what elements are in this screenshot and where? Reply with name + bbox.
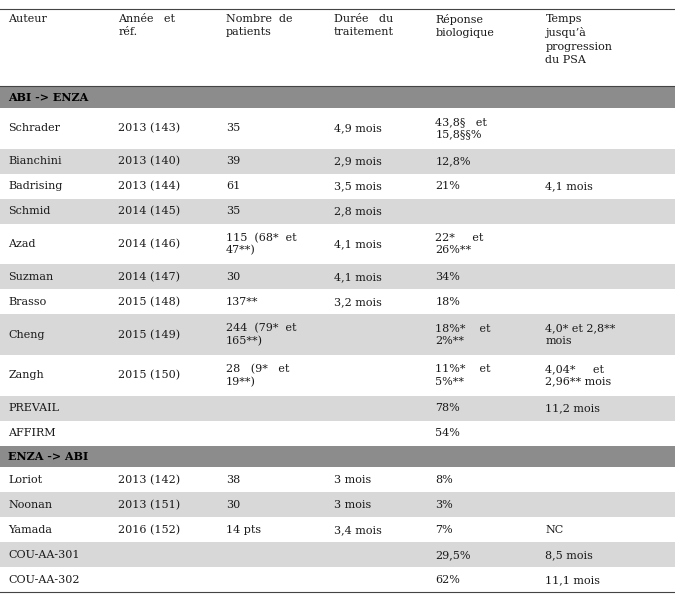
- Text: 3 mois: 3 mois: [334, 475, 371, 485]
- Text: 29,5%: 29,5%: [435, 550, 471, 560]
- Bar: [0, 542, 675, 567]
- Text: 115  (68*  et
47**): 115 (68* et 47**): [226, 233, 297, 256]
- Bar: [0, 108, 675, 149]
- Text: 3 mois: 3 mois: [334, 500, 371, 510]
- Text: 3%: 3%: [435, 500, 453, 510]
- Text: 2015 (149): 2015 (149): [118, 330, 180, 340]
- Text: 2015 (148): 2015 (148): [118, 297, 180, 307]
- Bar: [0, 567, 675, 592]
- Text: 2014 (146): 2014 (146): [118, 239, 180, 250]
- Text: 2016 (152): 2016 (152): [118, 525, 180, 535]
- Text: 22*     et
26%**: 22* et 26%**: [435, 233, 484, 256]
- Text: 62%: 62%: [435, 575, 460, 584]
- Text: 34%: 34%: [435, 272, 460, 282]
- Bar: [0, 446, 675, 467]
- Text: 7%: 7%: [435, 525, 453, 535]
- Text: 11,2 mois: 11,2 mois: [545, 404, 600, 413]
- Bar: [0, 174, 675, 199]
- Text: 38: 38: [226, 475, 240, 485]
- Text: 2014 (147): 2014 (147): [118, 272, 180, 282]
- Text: 2013 (151): 2013 (151): [118, 500, 180, 510]
- Bar: [0, 290, 675, 315]
- Text: 35: 35: [226, 206, 240, 216]
- Text: 78%: 78%: [435, 404, 460, 413]
- Text: Schrader: Schrader: [8, 124, 60, 134]
- Text: Réponse
biologique: Réponse biologique: [435, 14, 494, 38]
- Text: Zangh: Zangh: [8, 371, 44, 380]
- Text: Suzman: Suzman: [8, 272, 53, 282]
- Text: ABI -> ENZA: ABI -> ENZA: [8, 92, 88, 103]
- Bar: [0, 315, 675, 355]
- Bar: [0, 518, 675, 542]
- Text: 2014 (145): 2014 (145): [118, 206, 180, 217]
- Text: 2013 (142): 2013 (142): [118, 475, 180, 485]
- Bar: [0, 264, 675, 290]
- Text: 137**: 137**: [226, 297, 259, 307]
- Text: Schmid: Schmid: [8, 206, 51, 216]
- Bar: [0, 355, 675, 396]
- Text: 43,8§   et
15,8§§%: 43,8§ et 15,8§§%: [435, 117, 487, 140]
- Text: 14 pts: 14 pts: [226, 525, 261, 535]
- Text: 12,8%: 12,8%: [435, 156, 471, 167]
- Text: Yamada: Yamada: [8, 525, 52, 535]
- Text: ENZA -> ABI: ENZA -> ABI: [8, 451, 88, 462]
- Text: 3,5 mois: 3,5 mois: [334, 181, 382, 191]
- Bar: [0, 421, 675, 446]
- Bar: [0, 9, 675, 87]
- Bar: [0, 224, 675, 264]
- Text: 18%: 18%: [435, 297, 460, 307]
- Text: 4,1 mois: 4,1 mois: [545, 181, 593, 191]
- Text: 2013 (140): 2013 (140): [118, 156, 180, 167]
- Text: Durée   du
traitement: Durée du traitement: [334, 14, 394, 37]
- Bar: [0, 149, 675, 174]
- Text: NC: NC: [545, 525, 564, 535]
- Text: 30: 30: [226, 500, 240, 510]
- Text: Temps
jusqu’à
progression
du PSA: Temps jusqu’à progression du PSA: [545, 14, 612, 64]
- Text: PREVAIL: PREVAIL: [8, 404, 59, 413]
- Text: 8,5 mois: 8,5 mois: [545, 550, 593, 560]
- Text: 244  (79*  et
165**): 244 (79* et 165**): [226, 323, 296, 346]
- Text: 2013 (144): 2013 (144): [118, 181, 180, 192]
- Text: COU-AA-302: COU-AA-302: [8, 575, 80, 584]
- Text: 4,9 mois: 4,9 mois: [334, 124, 382, 134]
- Text: 8%: 8%: [435, 475, 453, 485]
- Text: Nombre  de
patients: Nombre de patients: [226, 14, 293, 37]
- Text: Bianchini: Bianchini: [8, 156, 61, 167]
- Text: 54%: 54%: [435, 428, 460, 438]
- Bar: [0, 467, 675, 493]
- Text: 3,2 mois: 3,2 mois: [334, 297, 382, 307]
- Text: Année   et
réf.: Année et réf.: [118, 14, 175, 37]
- Bar: [0, 493, 675, 518]
- Text: Cheng: Cheng: [8, 330, 45, 340]
- Text: 11,1 mois: 11,1 mois: [545, 575, 600, 584]
- Text: Auteur: Auteur: [8, 14, 47, 24]
- Text: COU-AA-301: COU-AA-301: [8, 550, 80, 560]
- Text: 21%: 21%: [435, 181, 460, 191]
- Bar: [0, 396, 675, 421]
- Text: 18%*    et
2%**: 18%* et 2%**: [435, 324, 491, 346]
- Bar: [0, 199, 675, 224]
- Text: AFFIRM: AFFIRM: [8, 428, 56, 438]
- Text: 39: 39: [226, 156, 240, 167]
- Text: Noonan: Noonan: [8, 500, 52, 510]
- Text: 2013 (143): 2013 (143): [118, 124, 180, 134]
- Text: Brasso: Brasso: [8, 297, 47, 307]
- Text: 4,0* et 2,8**
mois: 4,0* et 2,8** mois: [545, 324, 616, 346]
- Text: Loriot: Loriot: [8, 475, 43, 485]
- Text: Badrising: Badrising: [8, 181, 63, 191]
- Text: Azad: Azad: [8, 239, 36, 249]
- Text: 35: 35: [226, 124, 240, 134]
- Text: 3,4 mois: 3,4 mois: [334, 525, 382, 535]
- Text: 4,1 mois: 4,1 mois: [334, 239, 382, 249]
- Text: 28   (9*   et
19**): 28 (9* et 19**): [226, 364, 290, 387]
- Text: 2,8 mois: 2,8 mois: [334, 206, 382, 216]
- Text: 11%*    et
5%**: 11%* et 5%**: [435, 364, 491, 387]
- Text: 2015 (150): 2015 (150): [118, 370, 180, 381]
- Text: 4,04*     et
2,96** mois: 4,04* et 2,96** mois: [545, 364, 612, 387]
- Text: 30: 30: [226, 272, 240, 282]
- Text: 2,9 mois: 2,9 mois: [334, 156, 382, 167]
- Text: 61: 61: [226, 181, 240, 191]
- Text: 4,1 mois: 4,1 mois: [334, 272, 382, 282]
- Bar: [0, 87, 675, 108]
